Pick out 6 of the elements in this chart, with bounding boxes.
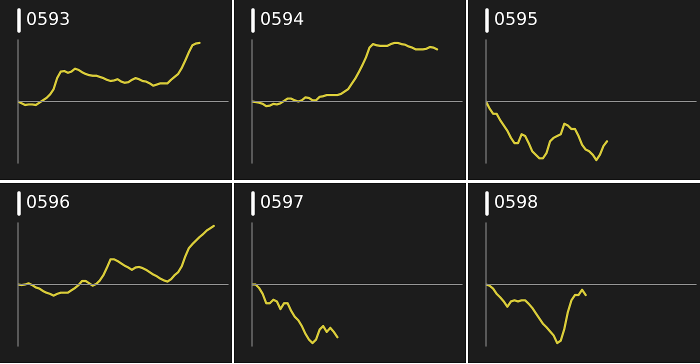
chart-title: 0593	[27, 12, 69, 26]
chart-title: 0598	[495, 194, 537, 208]
chart-title: 0595	[495, 12, 537, 26]
chart-title: 0596	[27, 194, 70, 208]
chart-title: 0594	[261, 12, 304, 26]
chart-title: 0597	[261, 194, 303, 208]
